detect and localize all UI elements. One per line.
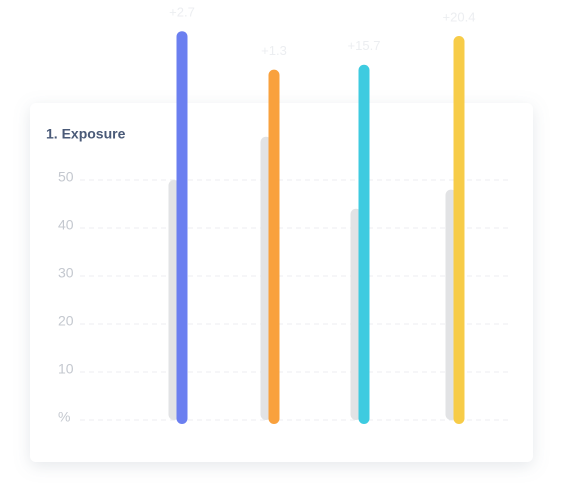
y-tick-label: % <box>58 409 70 425</box>
bar <box>453 36 465 424</box>
bar <box>268 69 280 424</box>
y-tick-label: 50 <box>58 169 74 185</box>
bar <box>176 31 188 424</box>
chart-title: 1. Exposure <box>46 126 126 142</box>
bar-annotation: +1.3 <box>261 43 287 58</box>
bar-annotation: +2.7 <box>169 5 195 20</box>
y-tick-label: 40 <box>58 217 74 233</box>
y-tick-label: 10 <box>58 361 74 377</box>
y-tick-label: 30 <box>58 265 74 281</box>
bar-annotation: +15.7 <box>348 38 381 53</box>
bar-annotation: +20.4 <box>443 9 476 24</box>
bar <box>358 64 370 425</box>
y-tick-label: 20 <box>58 313 74 329</box>
